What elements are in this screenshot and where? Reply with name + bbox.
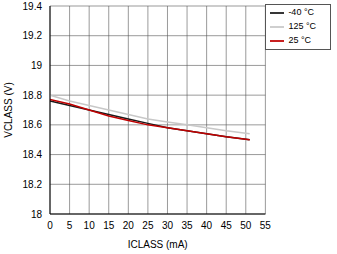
svg-text:5: 5: [67, 220, 73, 231]
svg-text:19: 19: [31, 60, 43, 71]
svg-text:25: 25: [142, 220, 154, 231]
svg-text:55: 55: [260, 220, 272, 231]
html-text:-40 °C: -40 °C: [288, 7, 314, 18]
svg-text:19.4: 19.4: [23, 1, 43, 12]
html-text:25 °C: 25 °C: [288, 35, 311, 46]
html-text:125 °C: 125 °C: [288, 21, 316, 32]
svg-text:40: 40: [201, 220, 213, 231]
svg-text:18.4: 18.4: [23, 149, 43, 160]
svg-text:35: 35: [181, 220, 193, 231]
svg-text:50: 50: [240, 220, 252, 231]
svg-text:18.8: 18.8: [23, 90, 43, 101]
svg-text:0: 0: [47, 220, 53, 231]
svg-text:30: 30: [162, 220, 174, 231]
svg-text:19.2: 19.2: [23, 30, 43, 41]
svg-text:10: 10: [84, 220, 96, 231]
svg-text:15: 15: [103, 220, 115, 231]
svg-text:45: 45: [221, 220, 233, 231]
svg-text:VCLASS (V): VCLASS (V): [8, 82, 14, 138]
svg-text:18: 18: [31, 209, 43, 220]
svg-text:20: 20: [123, 220, 135, 231]
svg-text:18.2: 18.2: [23, 179, 43, 190]
svg-text:18.6: 18.6: [23, 119, 43, 130]
svg-text:ICLASS (mA): ICLASS (mA): [128, 239, 188, 250]
